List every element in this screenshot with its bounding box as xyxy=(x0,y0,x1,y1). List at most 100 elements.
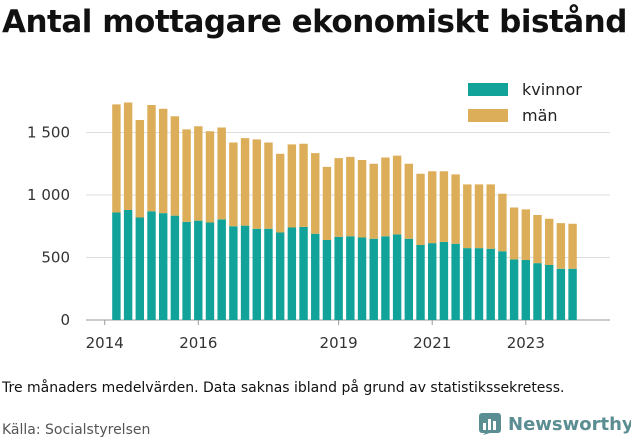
y-tick-label: 1 500 xyxy=(27,124,70,142)
bar-män xyxy=(264,142,273,229)
bar-män xyxy=(123,102,133,210)
bar-män xyxy=(416,173,425,245)
bar-kvinnor xyxy=(544,265,554,320)
x-tick-label: 2019 xyxy=(320,334,358,352)
bar-kvinnor xyxy=(205,222,215,320)
bar-kvinnor xyxy=(112,212,121,320)
bar-kvinnor xyxy=(486,248,495,320)
bar-män xyxy=(135,120,145,218)
bar-män xyxy=(112,104,121,213)
bar-kvinnor xyxy=(194,220,203,321)
bar-män xyxy=(509,207,519,260)
bar-kvinnor xyxy=(182,221,191,321)
legend-label-kvinnor: kvinnor xyxy=(522,80,582,99)
bar-kvinnor xyxy=(498,251,507,320)
bar-män xyxy=(369,163,378,239)
bar-män xyxy=(252,139,261,229)
bar-kvinnor xyxy=(252,228,261,320)
legend-swatch-kvinnor xyxy=(468,83,508,96)
bar-män xyxy=(299,143,308,227)
bar-kvinnor xyxy=(346,236,355,320)
bar-män xyxy=(275,153,285,233)
bar-män xyxy=(170,116,180,216)
bar-kvinnor xyxy=(299,226,308,321)
bar-män xyxy=(381,157,390,237)
bar-kvinnor xyxy=(369,238,378,320)
bar-kvinnor xyxy=(217,219,226,321)
bar-kvinnor xyxy=(439,241,449,321)
bar-män xyxy=(229,142,238,227)
bar-kvinnor xyxy=(474,248,484,321)
bar-kvinnor xyxy=(158,213,168,321)
x-tick-label: 2016 xyxy=(179,334,217,352)
bar-män xyxy=(463,184,472,249)
x-axis: 2014 2016 2019 2021 2023 xyxy=(86,320,545,352)
newsworthy-logo[interactable]: Newsworthy xyxy=(478,411,631,437)
x-tick-label: 2014 xyxy=(86,334,124,352)
bar-kvinnor xyxy=(334,236,343,321)
bar-män xyxy=(357,160,367,238)
bar-män xyxy=(240,138,250,226)
bar-kvinnor xyxy=(451,243,460,320)
bar-män xyxy=(451,174,460,244)
bar-män xyxy=(322,166,332,241)
bar-kvinnor xyxy=(521,260,530,320)
x-tick-label: 2021 xyxy=(413,334,451,352)
bar-kvinnor xyxy=(416,245,425,320)
brand-name: Newsworthy xyxy=(508,413,631,435)
bar-män xyxy=(346,156,355,237)
bar-män xyxy=(217,127,226,220)
bar-män xyxy=(439,171,449,242)
bar-kvinnor xyxy=(147,211,156,320)
bar-kvinnor xyxy=(381,236,390,320)
bar-män xyxy=(544,218,554,265)
bar-män xyxy=(182,129,191,222)
bar-kvinnor xyxy=(392,234,402,321)
legend-swatch-män xyxy=(468,109,508,122)
bar-kvinnor xyxy=(135,217,145,320)
bar-kvinnor xyxy=(123,210,133,320)
bar-kvinnor xyxy=(556,268,566,320)
bar-kvinnor xyxy=(311,233,320,320)
y-axis: 0 500 1 000 1 500 xyxy=(27,124,70,330)
bar-män xyxy=(205,131,215,223)
bar-män xyxy=(311,153,320,234)
bar-kvinnor xyxy=(322,240,332,320)
bar-män xyxy=(287,144,297,228)
bar-kvinnor xyxy=(533,263,542,321)
source-label: Källa: Socialstyrelsen xyxy=(2,422,151,438)
legend-label-män: män xyxy=(522,106,558,125)
legend: kvinnor män xyxy=(468,80,582,125)
chart-note: Tre månaders medelvärden. Data saknas ib… xyxy=(2,380,565,396)
bar-kvinnor xyxy=(170,215,180,321)
bar-män xyxy=(147,105,156,212)
chart-title: Antal mottagare ekonomiskt bistånd xyxy=(2,4,627,40)
bars xyxy=(112,102,577,321)
bar-män xyxy=(404,163,414,239)
x-tick-label: 2023 xyxy=(507,334,545,352)
bar-män xyxy=(334,158,343,237)
bar-män xyxy=(392,155,402,235)
bar-kvinnor xyxy=(264,228,273,320)
bar-kvinnor xyxy=(357,237,367,320)
bar-män xyxy=(474,184,484,249)
bar-kvinnor xyxy=(568,268,577,320)
newsworthy-logo-icon xyxy=(479,413,501,435)
bar-män xyxy=(521,209,530,261)
bar-män xyxy=(158,108,168,214)
bar-män xyxy=(498,193,507,252)
bar-kvinnor xyxy=(275,232,285,320)
bar-kvinnor xyxy=(287,227,297,320)
bar-män xyxy=(428,171,437,244)
bar-kvinnor xyxy=(229,226,238,320)
bar-kvinnor xyxy=(509,259,519,321)
bar-män xyxy=(194,126,203,221)
bar-kvinnor xyxy=(428,243,437,321)
y-tick-label: 500 xyxy=(41,249,70,267)
bar-kvinnor xyxy=(463,248,472,321)
bar-män xyxy=(486,184,495,249)
bar-män xyxy=(556,223,566,269)
bar-kvinnor xyxy=(404,238,414,320)
bar-män xyxy=(568,223,577,269)
